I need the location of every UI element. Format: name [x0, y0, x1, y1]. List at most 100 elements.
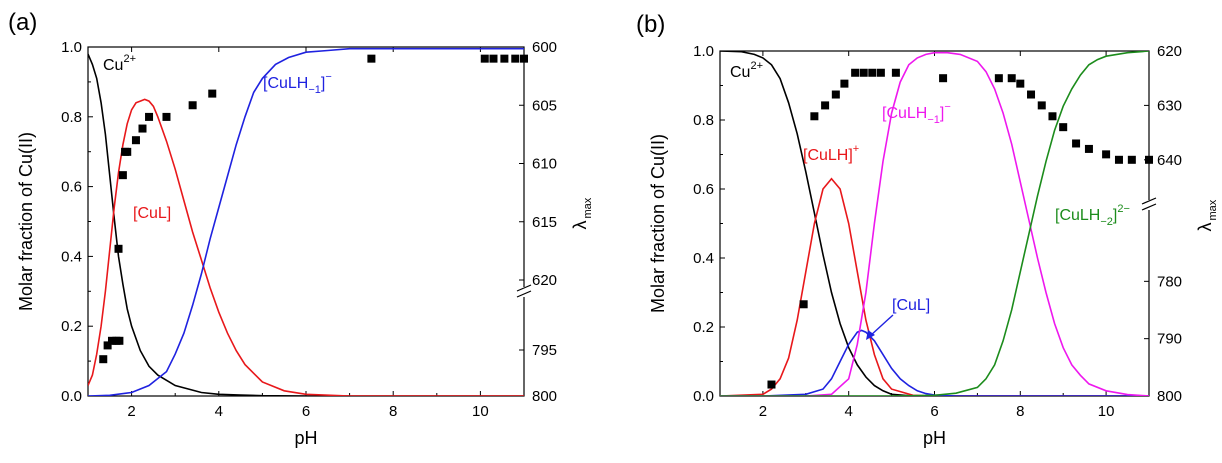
species-label-part: −1: [927, 114, 940, 126]
species-label-part: ]: [1113, 207, 1117, 224]
y-tick-label: 1.0: [693, 43, 714, 60]
species-label-part: −2: [1100, 216, 1113, 228]
panel-a: (a) 2 4 6 8 10 0.0 0.2 0.4 0.6 0.8 1.0 600 605 610 615 6…: [8, 9, 594, 448]
lambda-point: [188, 101, 197, 110]
species-label-green: [CuLH−2]2−: [1055, 203, 1130, 228]
axis-break-mark: [1141, 203, 1157, 211]
species-label-part: ]: [321, 75, 325, 92]
species-label-part: Cu: [730, 64, 750, 81]
series-blue-line: [720, 329, 1149, 396]
x-tick-label: 4: [845, 403, 853, 420]
series-red-line: [720, 177, 1149, 396]
lambda-point: [859, 68, 868, 77]
lambda-point: [123, 147, 132, 156]
lambda-point: [810, 112, 819, 121]
species-label-black: Cu2+: [103, 53, 136, 74]
species-label-part: ]: [940, 105, 944, 122]
species-label-part: 2+: [750, 60, 763, 72]
lambda-point: [1114, 155, 1123, 164]
y2-tick-label: 800: [1157, 388, 1182, 405]
cul-arrow-line: [869, 314, 894, 337]
lambda-point: [367, 54, 376, 63]
x-tick-label: 8: [389, 403, 397, 420]
y2-tick-label: 620: [1157, 43, 1182, 60]
y2-axis-title-sub: max: [1207, 199, 1219, 220]
y-tick-label: 0.2: [61, 318, 82, 335]
y-tick-label: 0.6: [61, 179, 82, 196]
lambda-point: [1059, 123, 1068, 132]
x-axis-title: pH: [923, 428, 946, 448]
series-green-line: [720, 51, 1149, 396]
lambda-point: [767, 380, 776, 389]
lambda-point: [118, 171, 127, 180]
x-tick-label: 6: [302, 403, 310, 420]
lambda-point: [1127, 155, 1136, 164]
y2-tick-label: 610: [532, 156, 557, 173]
axis-break-mask: [517, 287, 531, 297]
panel-letter: (b): [636, 11, 665, 38]
lambda-point: [114, 244, 123, 253]
y-tick-label: 0.8: [693, 112, 714, 129]
y2-axis-title: λ max: [1195, 199, 1219, 231]
lambda-point: [1016, 79, 1025, 88]
y-tick-label: 0.6: [693, 181, 714, 198]
lambda-point: [511, 54, 520, 63]
lambda-point: [868, 68, 877, 77]
lambda-point: [208, 89, 217, 98]
lambda-point: [500, 54, 509, 63]
species-label-red: [CuL]: [133, 205, 171, 222]
y2-tick-label: 800: [532, 388, 557, 405]
lambda-point: [1072, 139, 1081, 148]
lambda-point: [1102, 150, 1111, 159]
x-tick-label: 2: [127, 403, 135, 420]
lambda-point: [939, 74, 948, 83]
species-label-part: Cu: [103, 57, 123, 74]
y2-tick-label: 605: [532, 97, 557, 114]
y2-tick-label: 630: [1157, 97, 1182, 114]
lambda-point: [1084, 144, 1093, 153]
y2-tick-label: 795: [532, 342, 557, 359]
y-tick-label: 0.4: [693, 250, 714, 267]
species-label-magenta: [CuLH−1]−: [882, 101, 951, 126]
y2-axis-title-main: λ: [1195, 223, 1215, 232]
series-blue-line: [88, 47, 524, 396]
lambda-point: [1027, 90, 1036, 99]
lambda-point: [891, 68, 900, 77]
species-label-part: −: [325, 71, 331, 83]
lambda-point: [145, 112, 154, 121]
cul-arrow-head: [866, 330, 875, 340]
species-label-part: [CuLH: [1055, 207, 1100, 224]
axis-break-mark: [1141, 197, 1157, 205]
species-label-blue: [CuL]: [892, 297, 930, 314]
y2-tick-label: 615: [532, 214, 557, 231]
y-tick-label: 0.2: [693, 319, 714, 336]
lambda-point: [115, 336, 124, 345]
x-tick-label: 6: [930, 403, 938, 420]
species-label-part: +: [853, 143, 859, 155]
species-label-red: [CuLH]+: [803, 143, 859, 164]
lambda-point: [876, 68, 885, 77]
species-label-part: [CuLH: [882, 105, 927, 122]
y2-tick-label: 600: [532, 39, 557, 56]
species-label-part: 2−: [1117, 203, 1130, 215]
lambda-point: [1145, 155, 1153, 164]
lambda-point: [840, 79, 849, 88]
axis-break-mark: [516, 290, 532, 298]
lambda-point: [99, 355, 108, 364]
y-axis-title: Molar fraction of Cu(II): [16, 132, 36, 311]
species-label-part: −: [944, 101, 950, 113]
y-tick-label: 0.4: [61, 248, 82, 265]
lambda-point: [1048, 112, 1057, 121]
y2-tick-label: 640: [1157, 152, 1182, 169]
y2-tick-label: 780: [1157, 273, 1182, 290]
x-tick-label: 10: [472, 403, 489, 420]
lambda-point: [480, 54, 489, 63]
lambda-point: [799, 300, 808, 309]
x-tick-label: 10: [1098, 403, 1115, 420]
lambda-point: [851, 68, 860, 77]
y-tick-label: 0.0: [61, 388, 82, 405]
x-tick-label: 2: [759, 403, 767, 420]
species-label-part: [CuLH]: [803, 147, 853, 164]
